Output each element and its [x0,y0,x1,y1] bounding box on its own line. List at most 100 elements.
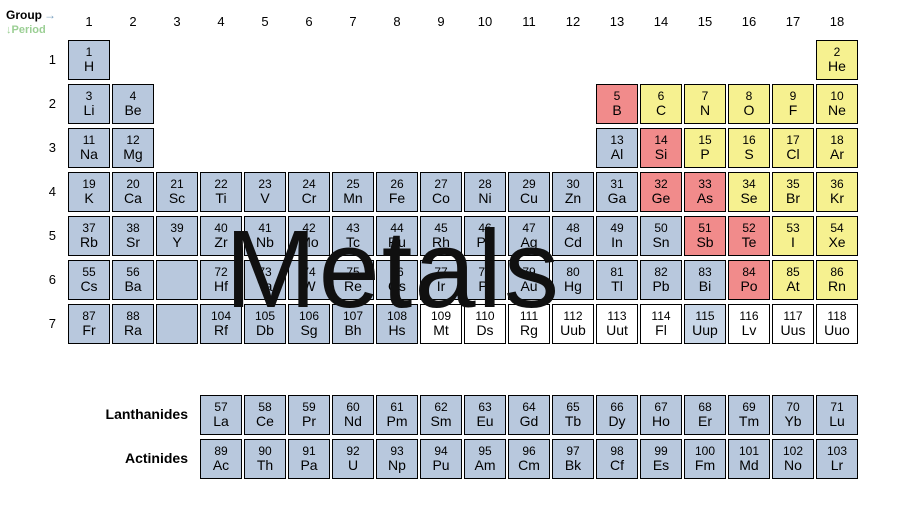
element-symbol: At [786,279,799,294]
element-cell: 76Os [376,260,418,300]
element-symbol: Pa [300,458,317,473]
atomic-number: 110 [475,310,494,323]
element-symbol: Ni [478,191,491,206]
element-symbol: Np [388,458,406,473]
atomic-number: 29 [522,178,535,191]
element-cell [156,304,198,344]
element-symbol: Tm [739,414,759,429]
element-symbol: Nb [256,235,274,250]
element-symbol: Er [698,414,712,429]
atomic-number: 41 [258,222,271,235]
atomic-number: 36 [830,178,843,191]
atomic-number: 109 [431,310,451,323]
element-symbol: Ta [258,279,273,294]
atomic-number: 43 [346,222,359,235]
atomic-number: 34 [742,178,755,191]
element-symbol: Bh [344,323,361,338]
group-number: 1 [67,14,111,29]
element-symbol: Hf [214,279,228,294]
element-symbol: Mg [123,147,142,162]
element-cell: 56Ba [112,260,154,300]
arrow-right-icon: → [44,8,56,22]
atomic-number: 118 [827,310,846,323]
element-symbol: Uup [692,323,718,338]
element-symbol: Y [172,235,181,250]
element-cell: 47Ag [508,216,550,256]
element-symbol: Uus [781,323,806,338]
atomic-number: 12 [126,134,139,147]
element-symbol: Dy [608,414,625,429]
element-cell: 114Fl [640,304,682,344]
element-symbol: Ga [608,191,627,206]
element-cell: 75Re [332,260,374,300]
element-symbol: Sn [652,235,669,250]
atomic-number: 60 [346,401,359,414]
atomic-number: 107 [343,310,363,323]
atomic-number: 90 [258,445,271,458]
element-cell: 89Ac [200,439,242,479]
element-cell: 32Ge [640,172,682,212]
atomic-number: 7 [702,90,709,103]
element-cell: 15P [684,128,726,168]
element-cell: 69Tm [728,395,770,435]
element-cell: 104Rf [200,304,242,344]
element-cell: 38Sr [112,216,154,256]
element-symbol: K [84,191,93,206]
element-cell: 49In [596,216,638,256]
element-cell: 1H [68,40,110,80]
atomic-number: 44 [390,222,403,235]
element-symbol: N [700,103,710,118]
element-cell: 82Pb [640,260,682,300]
element-symbol: In [611,235,623,250]
group-number: 16 [727,14,771,29]
atomic-number: 35 [786,178,799,191]
element-symbol: La [213,414,229,429]
atomic-number: 27 [434,178,447,191]
element-cell: 103Lr [816,439,858,479]
element-symbol: Te [742,235,757,250]
atomic-number: 58 [258,401,271,414]
atomic-number: 65 [566,401,579,414]
element-symbol: Be [124,103,141,118]
element-cell: 86Rn [816,260,858,300]
element-symbol: F [789,103,798,118]
actinides-label: Actinides [88,450,188,466]
atomic-number: 66 [610,401,623,414]
atomic-number: 2 [834,46,841,59]
atomic-number: 40 [214,222,227,235]
atomic-number: 15 [698,134,711,147]
element-symbol: Kr [830,191,844,206]
atomic-number: 85 [786,266,799,279]
element-symbol: U [348,458,358,473]
element-cell: 31Ga [596,172,638,212]
element-symbol: Na [80,147,98,162]
element-cell: 90Th [244,439,286,479]
element-cell: 23V [244,172,286,212]
element-cell: 99Es [640,439,682,479]
element-cell: 37Rb [68,216,110,256]
atomic-number: 25 [346,178,359,191]
element-cell: 67Ho [640,395,682,435]
atomic-number: 17 [786,134,799,147]
atomic-number: 117 [783,310,802,323]
element-symbol: Ca [124,191,142,206]
atomic-number: 4 [130,90,137,103]
atomic-number: 79 [522,266,535,279]
atomic-number: 115 [695,310,714,323]
element-symbol: Bi [699,279,711,294]
atomic-number: 52 [742,222,755,235]
atomic-number: 18 [830,134,843,147]
element-symbol: Uut [606,323,628,338]
atomic-number: 113 [607,310,626,323]
atomic-number: 114 [651,310,670,323]
element-cell: 116Lv [728,304,770,344]
atomic-number: 68 [698,401,711,414]
atomic-number: 50 [654,222,667,235]
element-symbol: Rf [214,323,228,338]
element-cell: 42Mo [288,216,330,256]
atomic-number: 71 [830,401,843,414]
element-cell: 91Pa [288,439,330,479]
corner-labels: Group→ ↓Period [6,8,56,36]
element-symbol: Ac [213,458,229,473]
element-symbol: Ar [830,147,844,162]
